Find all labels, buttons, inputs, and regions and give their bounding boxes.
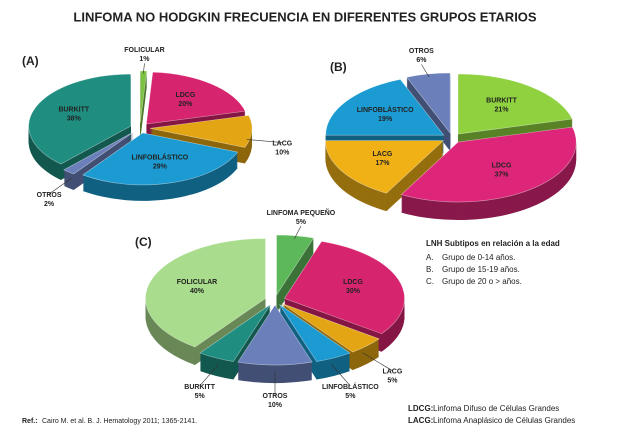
- leader-line: [246, 139, 283, 143]
- leader-line: [294, 225, 302, 239]
- slice: [28, 73, 132, 165]
- slice-label: OTROS: [263, 393, 288, 400]
- leader-line: [143, 63, 145, 74]
- slice-label: LDCG: [343, 279, 363, 286]
- slice-label: LDCG: [175, 92, 195, 99]
- slice: [400, 126, 577, 203]
- slice-value-label: 10%: [275, 149, 290, 156]
- slice-value-label: 38%: [67, 115, 82, 122]
- slice-label: LACG: [373, 151, 393, 158]
- slice-label: BURKITT: [184, 384, 215, 391]
- slice: [146, 71, 246, 125]
- slice-label: LINFOBLÁSTICO: [131, 153, 188, 162]
- slice-value-label: 21%: [495, 106, 510, 113]
- pie-title: (B): [330, 60, 347, 74]
- slice-label: OTROS: [409, 48, 434, 55]
- leader-line: [48, 177, 73, 195]
- slice-value-label: 17%: [375, 160, 390, 167]
- pie-title: (C): [135, 235, 152, 249]
- slice-value-label: 5%: [387, 378, 398, 385]
- abbr-term: LACG:: [408, 416, 433, 425]
- slice-label: LACG: [382, 369, 402, 376]
- slice-value-label: 1%: [139, 56, 150, 63]
- slice-label: LINFOMA PEQUEÑO: [267, 208, 336, 217]
- leader-line: [362, 352, 393, 371]
- page-title: LINFOMA NO HODGKIN FRECUENCIA EN DIFEREN…: [73, 9, 537, 24]
- legend-item: Grupo de 0-14 años.: [442, 253, 515, 262]
- slice: [281, 303, 380, 353]
- slice-label: FOLICULAR: [124, 47, 164, 54]
- slice-label: OTROS: [37, 192, 62, 199]
- slice-value-label: 5%: [345, 393, 356, 400]
- slice: [406, 72, 451, 134]
- legend-marker: B.: [426, 265, 434, 274]
- slice: [279, 304, 351, 362]
- slice-label: LINFOBLÁSTICO: [322, 382, 379, 391]
- legend-title: LNH Subtipos en relación a la edad: [426, 239, 560, 248]
- reference-label: Ref.:: [22, 418, 38, 425]
- slice-value-label: 5%: [296, 219, 307, 226]
- slice: [145, 238, 266, 348]
- leader-line: [421, 64, 430, 78]
- legend-marker: A.: [426, 253, 434, 262]
- reference-text: Cairo M. et al. B. J. Hematology 2011; 1…: [42, 418, 197, 425]
- leader-line: [331, 364, 351, 387]
- slice: [325, 79, 445, 136]
- slice: [199, 304, 271, 362]
- slice: [149, 115, 253, 148]
- slice-label: LDCG: [492, 162, 512, 169]
- slice-value-label: 2%: [44, 201, 55, 208]
- slice-value-label: 29%: [153, 164, 168, 171]
- slice: [325, 140, 445, 194]
- slice-value-label: 6%: [416, 57, 427, 64]
- slice-label: BURKITT: [58, 106, 89, 113]
- slice-label: BURKITT: [486, 97, 517, 104]
- slice-label: LINFOBLÁSTICO: [357, 105, 414, 114]
- slice: [63, 131, 134, 175]
- leader-line: [199, 364, 219, 387]
- legend-marker: C.: [426, 277, 434, 286]
- slice: [457, 73, 573, 135]
- slice: [82, 132, 239, 186]
- slice: [237, 304, 313, 366]
- pie-title: (A): [22, 54, 39, 68]
- abbr-text: Linfoma Difuso de Células Grandes: [433, 404, 559, 413]
- slice-value-label: 19%: [378, 116, 393, 123]
- slice-value-label: 20%: [178, 101, 193, 108]
- slice-label: FOLICULAR: [177, 279, 217, 286]
- legend-item: Grupo de 15-19 años.: [442, 265, 520, 274]
- slice-value-label: 37%: [495, 171, 510, 178]
- abbr-text: Linfoma Anaplásico de Células Grandes: [433, 416, 575, 425]
- slice: [276, 234, 315, 297]
- slice: [284, 241, 405, 335]
- slice-value-label: 40%: [190, 288, 205, 295]
- legend-item: Grupo de 20 o > años.: [442, 277, 522, 286]
- slice: [140, 70, 148, 123]
- slice-value-label: 10%: [268, 402, 283, 409]
- slice-value-label: 30%: [346, 288, 361, 295]
- abbr-term: LDCG:: [408, 404, 433, 413]
- slice-value-label: 5%: [195, 393, 206, 400]
- slice-label: LACG: [272, 140, 292, 147]
